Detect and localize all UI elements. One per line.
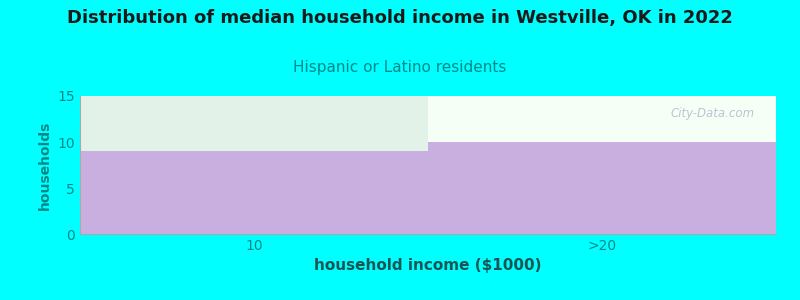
- Bar: [80, 96, 428, 151]
- Text: Distribution of median household income in Westville, OK in 2022: Distribution of median household income …: [67, 9, 733, 27]
- Text: City-Data.com: City-Data.com: [671, 107, 755, 120]
- X-axis label: household income ($1000): household income ($1000): [314, 258, 542, 273]
- Y-axis label: households: households: [38, 120, 52, 210]
- Text: Hispanic or Latino residents: Hispanic or Latino residents: [294, 60, 506, 75]
- Bar: [428, 142, 776, 234]
- Bar: [80, 151, 428, 234]
